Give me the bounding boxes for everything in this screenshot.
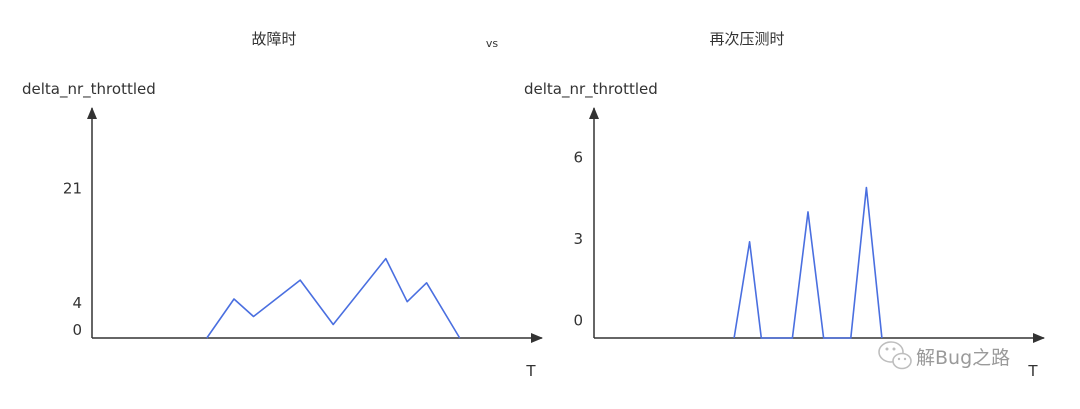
y-tick-labels: 0 3 6 xyxy=(573,149,583,330)
series-line xyxy=(733,186,883,339)
y-tick-label: 21 xyxy=(63,180,82,198)
wechat-icon xyxy=(878,341,912,370)
x-axis-label: T xyxy=(1027,362,1038,380)
y-tick-labels: 0 4 21 xyxy=(63,180,82,339)
watermark: 解Bug之路 xyxy=(878,341,1010,370)
y-tick-label: 0 xyxy=(573,311,583,329)
chart-title: 故障时 xyxy=(251,30,296,48)
y-tick-label: 4 xyxy=(72,294,82,312)
y-tick-label: 0 xyxy=(72,321,82,339)
vs-separator: vs xyxy=(486,37,499,50)
series-line xyxy=(206,257,461,339)
x-axis-label: T xyxy=(525,362,536,380)
y-axis-label: delta_nr_throttled xyxy=(22,80,156,99)
chart-retest: 再次压测时 delta_nr_throttled T 0 3 6 xyxy=(524,30,1045,380)
chart-title: 再次压测时 xyxy=(709,30,784,48)
y-axis-label: delta_nr_throttled xyxy=(524,80,658,99)
chart-fault: 故障时 delta_nr_throttled T 0 4 21 xyxy=(22,30,543,380)
y-tick-label: 6 xyxy=(573,149,583,167)
y-tick-label: 3 xyxy=(573,230,583,248)
watermark-text: 解Bug之路 xyxy=(916,347,1010,369)
